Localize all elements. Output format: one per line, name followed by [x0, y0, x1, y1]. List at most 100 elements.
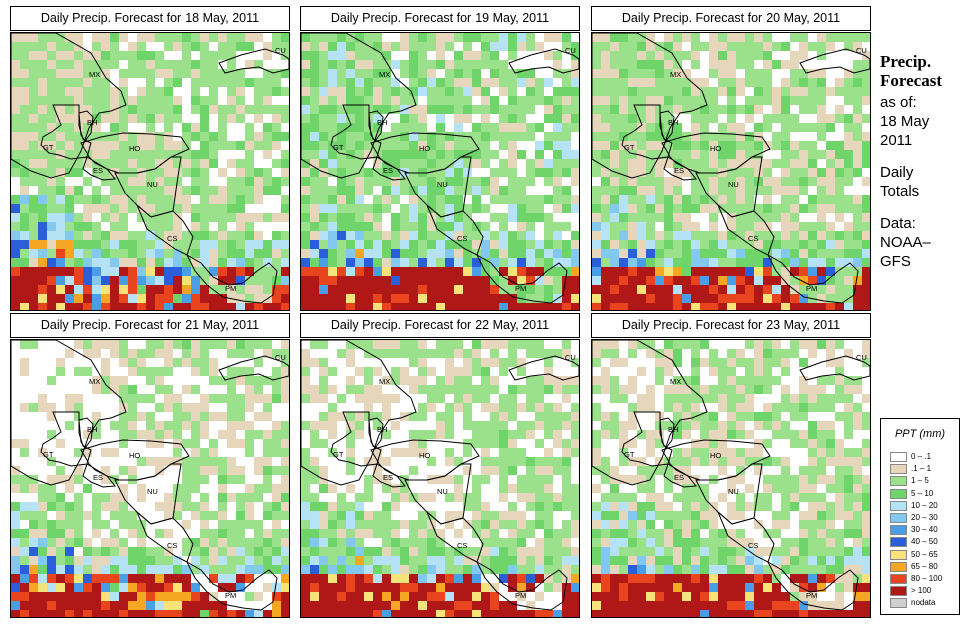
precip-cell — [673, 204, 682, 213]
precip-cell — [517, 114, 526, 123]
precip-cell — [481, 78, 490, 87]
precip-cell — [409, 267, 418, 276]
precip-cell — [853, 141, 862, 150]
precip-cell — [92, 583, 101, 592]
precip-cell — [346, 511, 355, 520]
precip-cell — [29, 592, 38, 601]
precip-cell — [245, 78, 254, 87]
precip-cell — [301, 367, 310, 376]
precip-cell — [101, 358, 110, 367]
precip-cell — [92, 222, 101, 231]
precip-cell — [646, 592, 655, 601]
precip-cell — [74, 186, 83, 195]
precip-cell — [254, 547, 263, 556]
precip-cell — [655, 249, 664, 258]
precip-cell — [463, 367, 472, 376]
precip-cell — [272, 466, 281, 475]
precip-cell — [137, 195, 146, 204]
precip-cell — [817, 186, 826, 195]
precip-cell — [301, 475, 310, 484]
precip-cell — [418, 150, 427, 159]
precip-cell — [373, 204, 382, 213]
precip-cell — [571, 78, 579, 87]
precip-cell — [637, 583, 646, 592]
precip-cell — [619, 394, 628, 403]
precip-cell — [844, 285, 853, 294]
precip-cell — [682, 150, 691, 159]
precip-cell — [301, 294, 310, 303]
country-border — [372, 463, 406, 488]
precip-cell — [535, 159, 544, 168]
precip-cell — [454, 484, 463, 493]
precip-cell — [427, 556, 436, 565]
precip-cell — [727, 412, 736, 421]
precip-cell — [619, 87, 628, 96]
precip-cell — [254, 258, 263, 267]
precip-cell — [110, 42, 119, 51]
precip-cell — [364, 69, 373, 78]
precip-cell — [236, 78, 245, 87]
precip-cell — [526, 574, 535, 583]
precip-cell — [853, 385, 862, 394]
precip-cell — [11, 475, 20, 484]
precip-cell — [74, 195, 83, 204]
precip-cell — [218, 285, 227, 294]
precip-cell — [182, 285, 191, 294]
precip-cell — [418, 367, 427, 376]
precip-cell — [646, 556, 655, 565]
precip-cell — [281, 547, 289, 556]
precip-cell — [499, 439, 508, 448]
country-label-bh: BH — [668, 118, 678, 127]
precip-cell — [301, 141, 310, 150]
precip-cell — [119, 394, 128, 403]
precip-cell — [835, 466, 844, 475]
precip-cell — [682, 430, 691, 439]
country-label-cu: CU — [856, 46, 867, 55]
precip-cell — [700, 574, 709, 583]
precip-cell — [517, 565, 526, 574]
precip-cell — [571, 168, 579, 177]
precip-cell — [526, 520, 535, 529]
precip-cell — [826, 240, 835, 249]
precip-cell — [619, 430, 628, 439]
precip-cell — [862, 565, 870, 574]
precip-cell — [544, 574, 553, 583]
precip-cell — [490, 231, 499, 240]
precip-cell — [301, 204, 310, 213]
precip-cell — [74, 592, 83, 601]
precip-cell — [592, 231, 601, 240]
precip-cell — [673, 538, 682, 547]
precip-cell — [562, 349, 571, 358]
precip-cell — [155, 114, 164, 123]
precip-cell — [835, 484, 844, 493]
precip-cell — [74, 150, 83, 159]
precip-cell — [646, 249, 655, 258]
precip-cell — [92, 502, 101, 511]
precip-cell — [610, 430, 619, 439]
precip-cell — [535, 565, 544, 574]
country-label-nu: NU — [728, 180, 739, 189]
precip-cell — [56, 267, 65, 276]
precip-cell — [508, 565, 517, 574]
precip-cell — [862, 177, 870, 186]
precip-cell — [772, 358, 781, 367]
precip-cell — [427, 177, 436, 186]
precip-cell — [328, 60, 337, 69]
precip-cell — [164, 33, 173, 42]
precip-cell — [218, 240, 227, 249]
precip-cell — [346, 412, 355, 421]
precip-cell — [472, 51, 481, 60]
precip-cell — [817, 276, 826, 285]
precip-cell — [754, 42, 763, 51]
precip-cell — [119, 385, 128, 394]
precip-cell — [562, 33, 571, 42]
precip-cell — [281, 267, 289, 276]
precip-cell — [637, 367, 646, 376]
precip-cell — [463, 222, 472, 231]
precip-cell — [65, 231, 74, 240]
precip-cell — [490, 412, 499, 421]
precip-cell — [128, 592, 137, 601]
precip-cell — [382, 285, 391, 294]
precip-cell — [346, 376, 355, 385]
precip-cell — [254, 168, 263, 177]
